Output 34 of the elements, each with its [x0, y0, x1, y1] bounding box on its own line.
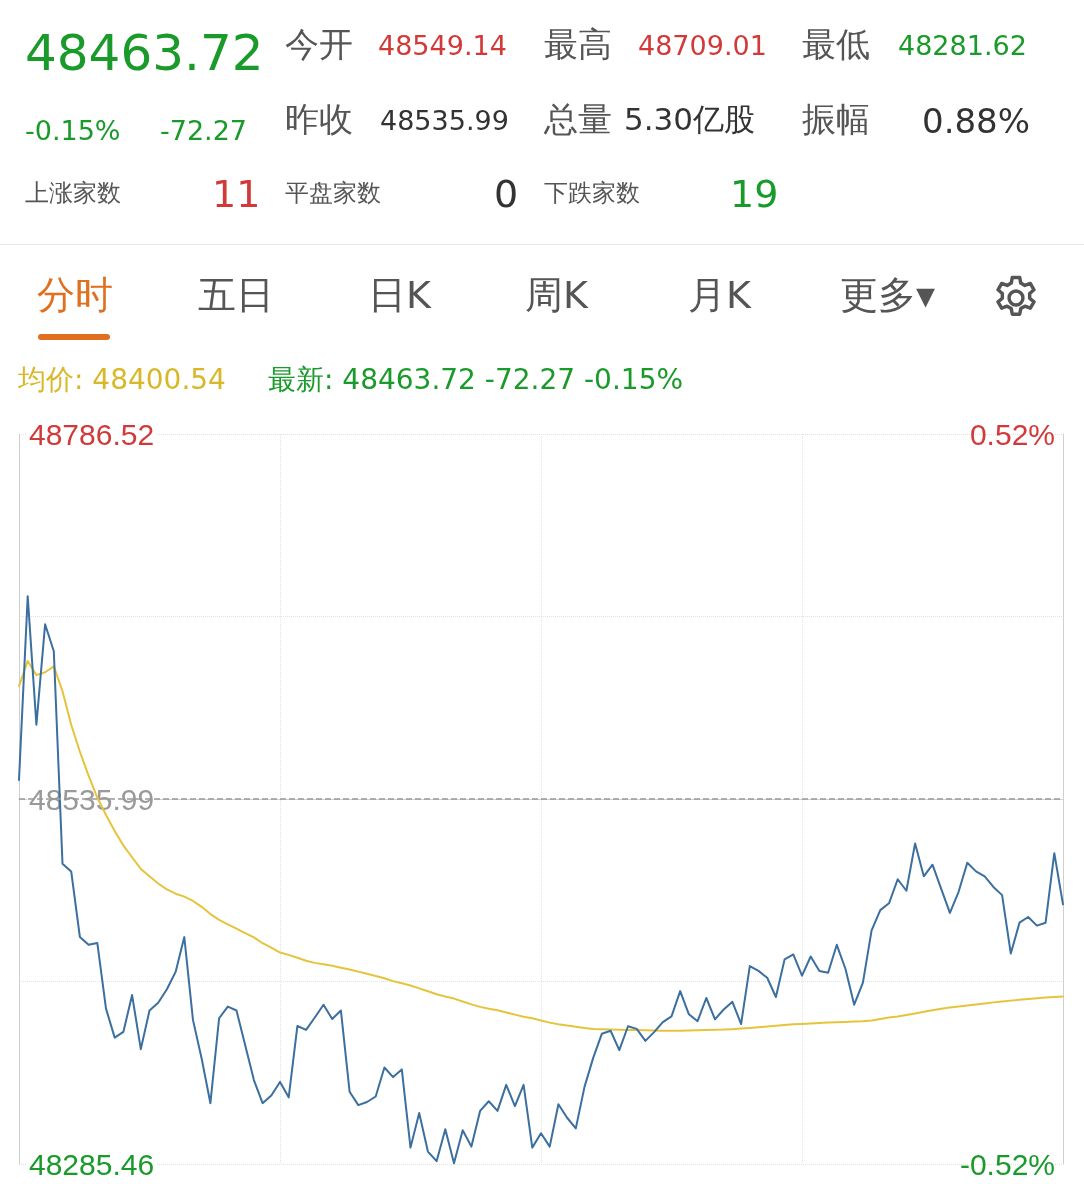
- text: 平盘家数: [285, 179, 381, 207]
- text: 11: [212, 172, 261, 216]
- y2-tick-label: -0.52%: [959, 1147, 1055, 1181]
- text: 48463.72: [25, 24, 264, 82]
- text: 48549.14: [378, 30, 507, 61]
- text: 0.88%: [922, 101, 1031, 141]
- y2-tick-label: 0.52%: [969, 417, 1055, 451]
- text: -72.27: [160, 115, 248, 146]
- text: 今开: [285, 24, 353, 64]
- text: 5.30亿股: [624, 101, 756, 137]
- text: 最高: [544, 24, 612, 64]
- text: 0: [494, 172, 519, 216]
- text: 总量: [544, 99, 612, 139]
- text: 月K: [688, 273, 751, 317]
- text: 昨收: [285, 99, 353, 139]
- text: 上涨家数: [25, 179, 121, 207]
- text: -0.15%: [25, 115, 121, 146]
- text: 五日: [198, 273, 274, 317]
- y-tick-label: 48285.46: [29, 1147, 155, 1181]
- text: 48709.01: [638, 30, 767, 61]
- text: 周K: [525, 273, 588, 317]
- y-tick-label: 48786.52: [29, 417, 155, 451]
- text: 日K: [368, 273, 431, 317]
- line-series: [18, 660, 1064, 1032]
- text: 最低: [802, 24, 870, 64]
- text: 振幅: [802, 99, 870, 139]
- text: 均价: 48400.54: [18, 363, 226, 396]
- text: 分时: [37, 273, 113, 317]
- text: 最新: 48463.72 -72.27 -0.15%: [268, 363, 684, 396]
- text: 48281.62: [898, 30, 1027, 61]
- text: 更多▾: [840, 273, 936, 317]
- text: 19: [730, 172, 779, 216]
- text: 下跌家数: [544, 179, 640, 207]
- text: 48535.99: [380, 105, 509, 136]
